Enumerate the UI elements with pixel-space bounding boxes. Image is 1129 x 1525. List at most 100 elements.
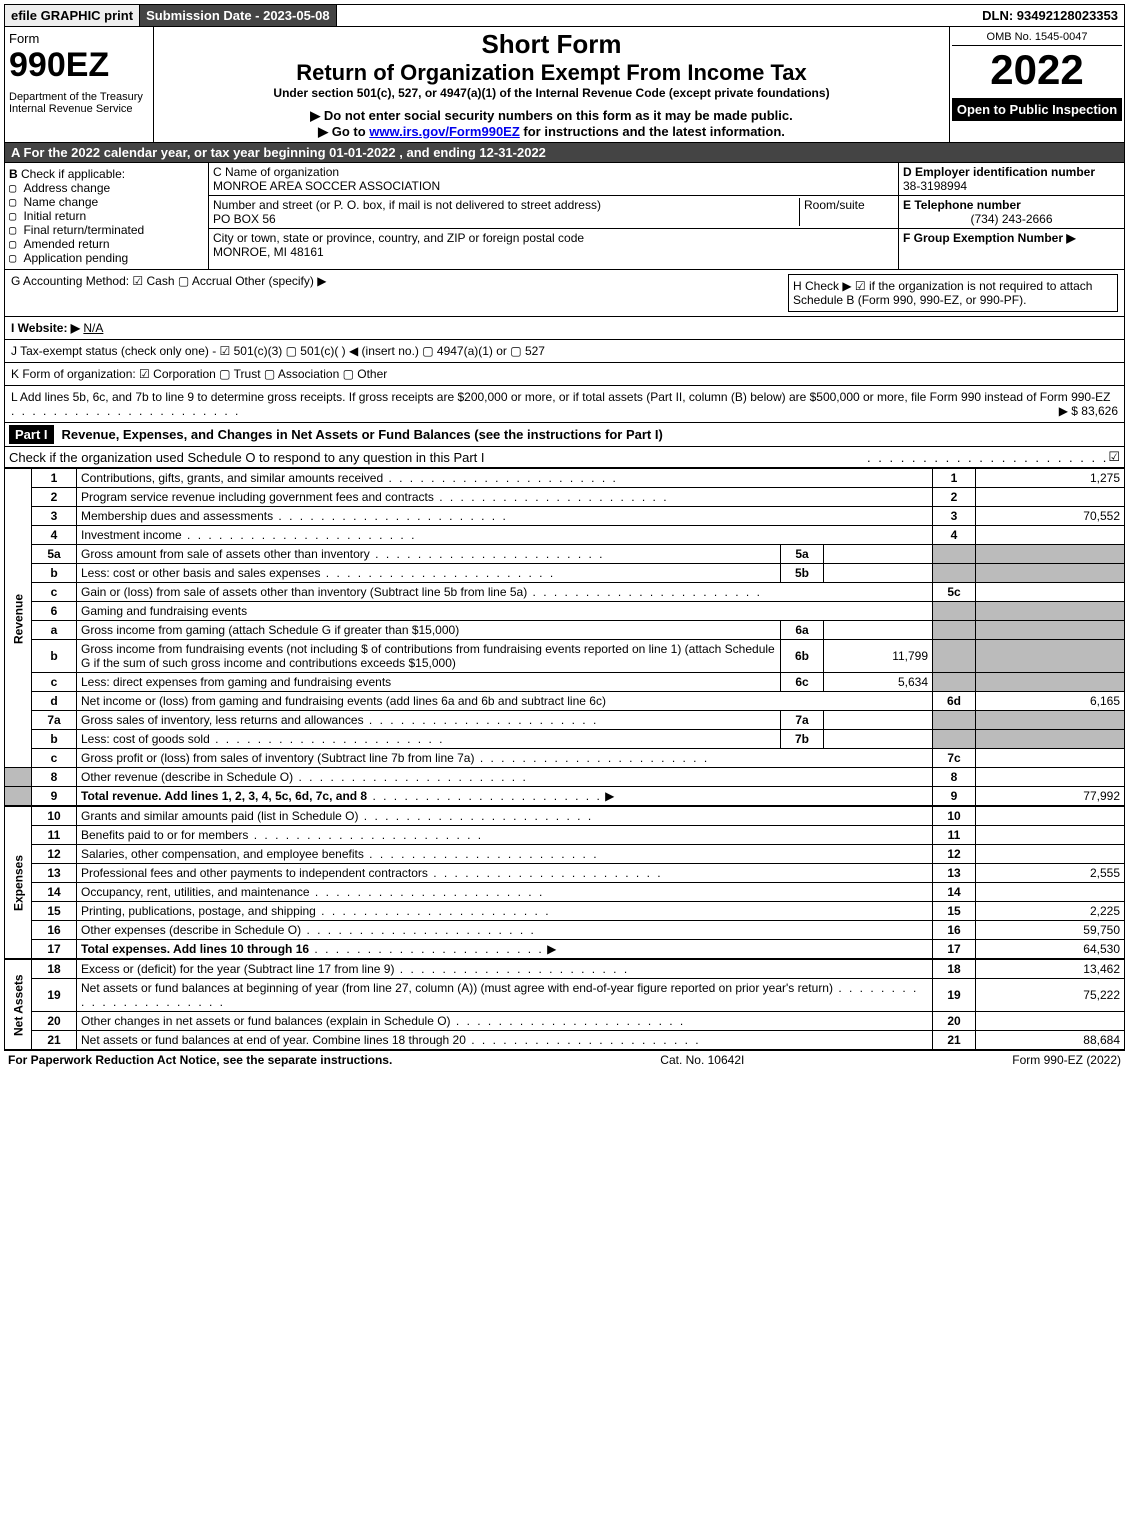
cb-address[interactable]: ▢ (9, 181, 23, 195)
cb-initial[interactable]: ▢ (9, 209, 23, 223)
goto-link[interactable]: www.irs.gov/Form990EZ (369, 124, 520, 139)
table-row: 17 Total expenses. Add lines 10 through … (5, 940, 1125, 959)
table-row: 12 Salaries, other compensation, and emp… (5, 845, 1125, 864)
table-row: 6 Gaming and fundraising events (5, 602, 1125, 621)
ld: Total expenses. Add lines 10 through 16 (81, 942, 309, 956)
footer-right: Form 990-EZ (2022) (1012, 1053, 1121, 1067)
l-amt: ▶ $ 83,626 (1059, 404, 1118, 418)
cb-pending[interactable]: ▢ (9, 251, 23, 265)
entity-block: B Check if applicable: ▢ Address change … (4, 163, 1125, 270)
sv: 11,799 (824, 640, 933, 673)
ln: 17 (32, 940, 77, 959)
part1-checko: Check if the organization used Schedule … (4, 447, 1125, 468)
table-row: 4 Investment income 4 (5, 526, 1125, 545)
ld: Other expenses (describe in Schedule O) (81, 923, 301, 937)
ld: Occupancy, rent, utilities, and maintena… (81, 885, 310, 899)
amt: 70,552 (976, 507, 1125, 526)
table-row: 21 Net assets or fund balances at end of… (5, 1031, 1125, 1050)
section-a: A For the 2022 calendar year, or tax yea… (4, 143, 1125, 163)
ld: Investment income (81, 528, 182, 542)
ld: Program service revenue including govern… (81, 490, 434, 504)
table-row: 8 Other revenue (describe in Schedule O)… (5, 768, 1125, 787)
sn: 6c (781, 673, 824, 692)
table-row: 5a Gross amount from sale of assets othe… (5, 545, 1125, 564)
ld: Gross income from fundraising events (no… (77, 640, 781, 673)
goto-post: for instructions and the latest informat… (520, 124, 785, 139)
ln: 14 (32, 883, 77, 902)
goto-pre: ▶ Go to (318, 124, 369, 139)
ld: Benefits paid to or for members (81, 828, 248, 842)
gh-block: G Accounting Method: ☑ Cash ▢ Accrual Ot… (4, 270, 1125, 317)
ln: 12 (32, 845, 77, 864)
revenue-table: Revenue 1 Contributions, gifts, grants, … (4, 468, 1125, 806)
g-accounting: G Accounting Method: ☑ Cash ▢ Accrual Ot… (11, 274, 788, 312)
rn: 10 (933, 807, 976, 826)
ld: Gross income from gaming (attach Schedul… (77, 621, 781, 640)
ln: 19 (32, 979, 77, 1012)
amt (976, 488, 1125, 507)
street-val: PO BOX 56 (213, 212, 276, 226)
expenses-table: Expenses 10 Grants and similar amounts p… (4, 806, 1125, 959)
cb-final[interactable]: ▢ (9, 223, 23, 237)
website-val: N/A (83, 321, 103, 335)
ld: Net income or (loss) from gaming and fun… (81, 694, 606, 708)
table-row: 9 Total revenue. Add lines 1, 2, 3, 4, 5… (5, 787, 1125, 806)
ld: Excess or (deficit) for the year (Subtra… (81, 962, 394, 976)
sv (824, 711, 933, 730)
table-row: c Less: direct expenses from gaming and … (5, 673, 1125, 692)
ein-val: 38-3198994 (903, 179, 967, 193)
l-block: L Add lines 5b, 6c, and 7b to line 9 to … (4, 386, 1125, 423)
table-row: c Gain or (loss) from sale of assets oth… (5, 583, 1125, 602)
amt (976, 526, 1125, 545)
room-label: Room/suite (800, 198, 894, 226)
opt-pending: Application pending (23, 251, 128, 265)
b-label: B (9, 167, 18, 181)
ln: 3 (32, 507, 77, 526)
form-header: Form 990EZ Department of the Treasury In… (4, 27, 1125, 143)
table-row: 3 Membership dues and assessments 3 70,5… (5, 507, 1125, 526)
ln: c (32, 749, 77, 768)
ln: 2 (32, 488, 77, 507)
checko-mark[interactable]: ☑ (1108, 449, 1120, 465)
form-word: Form (9, 31, 149, 46)
table-row: 14 Occupancy, rent, utilities, and maint… (5, 883, 1125, 902)
ld: Gaming and fundraising events (77, 602, 933, 621)
topbar: efile GRAPHIC print Submission Date - 20… (4, 4, 1125, 27)
ln: b (32, 730, 77, 749)
rn: 5c (933, 583, 976, 602)
h-scheduleb: H Check ▶ ☑ if the organization is not r… (788, 274, 1118, 312)
cb-amended[interactable]: ▢ (9, 237, 23, 251)
dept-label: Department of the Treasury (9, 91, 149, 103)
check-if-label: Check if applicable: (21, 167, 125, 181)
rn: 19 (933, 979, 976, 1012)
amt: 2,225 (976, 902, 1125, 921)
ln: c (32, 673, 77, 692)
rn: 6d (933, 692, 976, 711)
amt (976, 883, 1125, 902)
part1-header: Part I Revenue, Expenses, and Changes in… (4, 423, 1125, 447)
rn: 7c (933, 749, 976, 768)
i-block: I Website: ▶ N/A (4, 317, 1125, 340)
ln: 10 (32, 807, 77, 826)
ld: Other revenue (describe in Schedule O) (81, 770, 293, 784)
city-val: MONROE, MI 48161 (213, 245, 324, 259)
rn: 18 (933, 960, 976, 979)
ld: Grants and similar amounts paid (list in… (81, 809, 358, 823)
efile-print-button[interactable]: efile GRAPHIC print (5, 5, 140, 26)
table-row: a Gross income from gaming (attach Sched… (5, 621, 1125, 640)
sn: 5b (781, 564, 824, 583)
i-label: I Website: ▶ (11, 321, 80, 335)
ln: 8 (32, 768, 77, 787)
irs-label: Internal Revenue Service (9, 103, 149, 115)
submission-date-button[interactable]: Submission Date - 2023-05-08 (140, 5, 337, 26)
rn: 4 (933, 526, 976, 545)
street-label: Number and street (or P. O. box, if mail… (213, 198, 601, 212)
ln: 1 (32, 469, 77, 488)
j-block: J Tax-exempt status (check only one) - ☑… (4, 340, 1125, 363)
city-label: City or town, state or province, country… (213, 231, 584, 245)
rn: 15 (933, 902, 976, 921)
ln: c (32, 583, 77, 602)
cb-name[interactable]: ▢ (9, 195, 23, 209)
revenue-side-label: Revenue (5, 469, 32, 768)
ld: Net assets or fund balances at beginning… (81, 981, 833, 995)
